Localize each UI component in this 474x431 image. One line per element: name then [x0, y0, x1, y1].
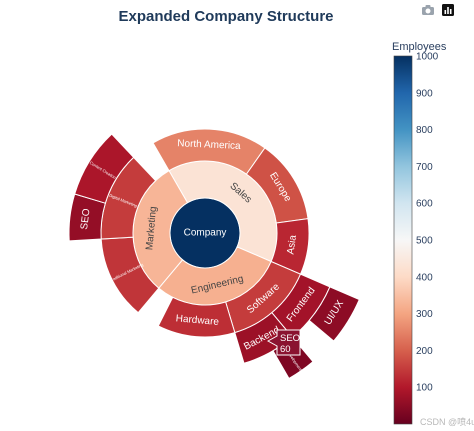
colorbar-title: Employees — [392, 41, 447, 53]
hover-tooltip: SEO 60 — [266, 329, 301, 356]
colorbar-tick: 1000 — [416, 52, 439, 63]
colorbar-tick: 200 — [416, 346, 433, 357]
colorbar-tick: 700 — [416, 162, 433, 173]
label-marketing: Marketing — [144, 206, 159, 251]
colorbar-tick: 400 — [416, 272, 433, 283]
label-company: Company — [184, 228, 227, 239]
hover-label: SEO — [280, 333, 300, 344]
chart-title: Expanded Company Structure — [118, 8, 333, 25]
plotly-logo-icon[interactable] — [442, 4, 454, 16]
segment-ui-ux[interactable] — [308, 286, 360, 342]
colorbar-ticks: 100 200 300 400 500 600 700 800 900 1000 — [416, 52, 439, 394]
colorbar — [393, 55, 413, 425]
label-hardware: Hardware — [175, 313, 220, 328]
watermark: CSDN @喷4u — [420, 417, 474, 427]
segment-hardware[interactable] — [157, 296, 236, 338]
hover-value: 60 — [280, 344, 291, 355]
colorbar-tick: 800 — [416, 125, 433, 136]
colorbar-tick: 500 — [416, 236, 433, 247]
camera-icon[interactable] — [422, 5, 434, 15]
colorbar-tick: 300 — [416, 309, 433, 320]
label-asia: Asia — [285, 234, 299, 255]
colorbar-tick: 900 — [416, 88, 433, 99]
sunburst-segments — [68, 128, 360, 380]
label-seo: SEO — [79, 208, 92, 230]
colorbar-tick: 100 — [416, 383, 433, 394]
segment-content-creation[interactable] — [74, 133, 135, 204]
colorbar-tick: 600 — [416, 199, 433, 210]
label-north-america: North America — [177, 138, 241, 152]
